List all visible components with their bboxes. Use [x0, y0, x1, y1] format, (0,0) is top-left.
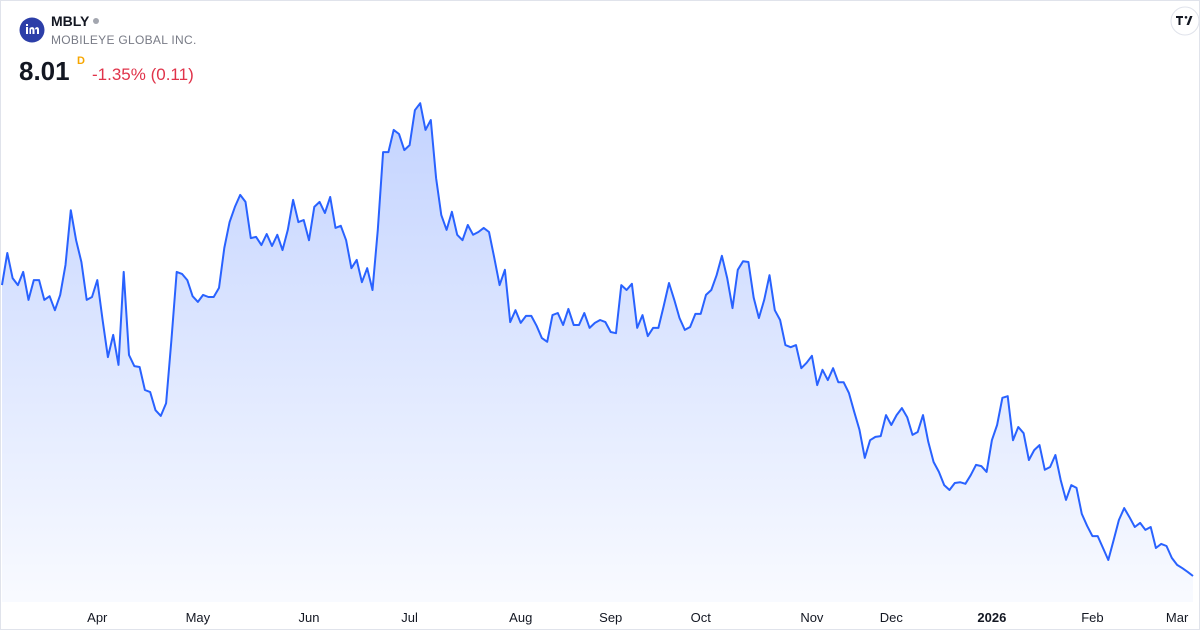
interval: D: [77, 55, 85, 67]
x-tick-label: Oct: [691, 610, 712, 625]
logo[interactable]: [19, 17, 45, 43]
x-tick-label: Dec: [880, 610, 904, 625]
x-tick-label: Feb: [1081, 610, 1103, 625]
x-tick-label: Jul: [401, 610, 418, 625]
tv-logo[interactable]: [1170, 6, 1200, 36]
x-tick-label: Sep: [599, 610, 622, 625]
status-dot: [93, 18, 100, 24]
x-tick-label: 2026: [977, 610, 1006, 625]
price: 8.01: [19, 56, 70, 86]
symbol[interactable]: MBLY: [51, 13, 90, 29]
x-tick-label: May: [186, 610, 211, 625]
company-name: MOBILEYE GLOBAL INC.: [51, 33, 197, 47]
area: [2, 103, 1193, 602]
x-tick-label: Apr: [87, 610, 108, 625]
price-line: [1, 102, 1194, 577]
x-tick-label: Nov: [800, 610, 824, 625]
symbol-row: MBLY: [51, 13, 100, 29]
x-tick-label: Aug: [509, 610, 532, 625]
x-tick-label: Jun: [299, 610, 320, 625]
change: -1.35% (0.11): [92, 65, 194, 84]
x-tick-label: Mar: [1166, 610, 1189, 625]
